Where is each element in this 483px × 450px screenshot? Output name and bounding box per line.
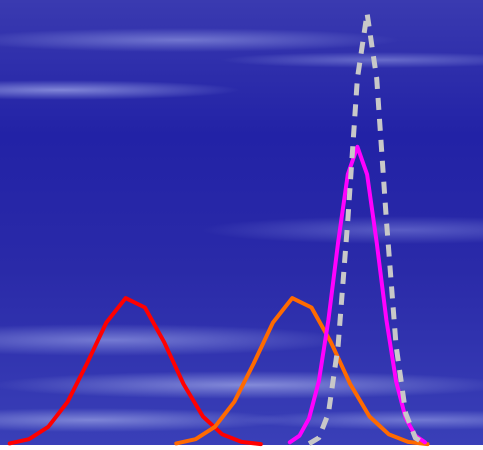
page: (() => { const data = JSON.parse(documen… — [0, 0, 483, 450]
curve — [309, 13, 425, 443]
curve — [10, 298, 261, 444]
curve — [176, 298, 427, 444]
chart — [0, 0, 483, 450]
